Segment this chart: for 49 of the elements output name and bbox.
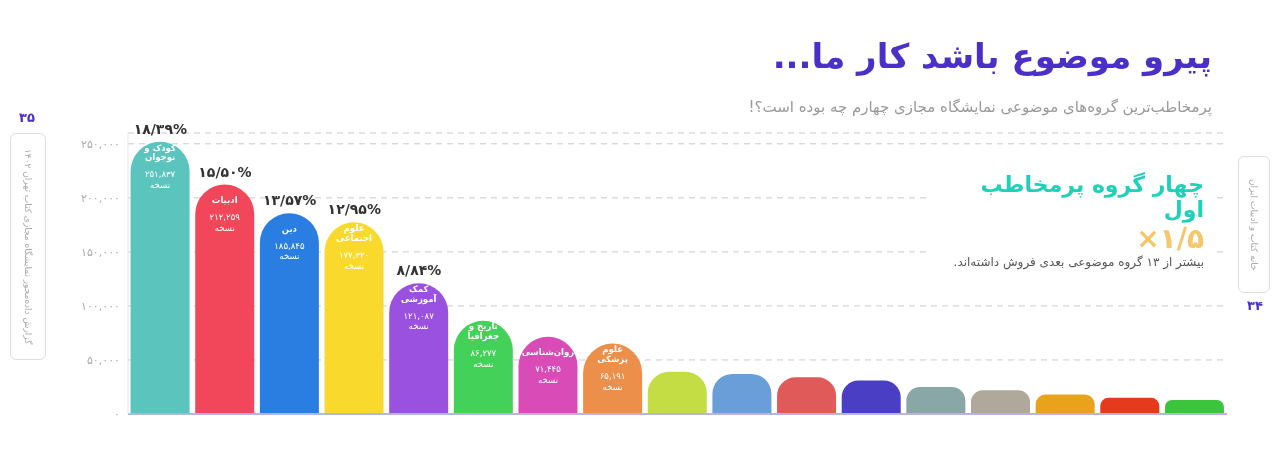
bar [1100, 397, 1160, 414]
bar [453, 320, 513, 414]
data-label: ۶۵,۱۹۱ نسخه [599, 371, 626, 392]
bar [389, 283, 449, 414]
data-label: ۱۸۵,۸۴۵ نسخه [274, 240, 305, 262]
bar [324, 222, 384, 414]
chart-title: پیرو موضوع باشد کار ما... [772, 36, 1212, 76]
bar [777, 377, 837, 414]
bar [971, 390, 1030, 414]
x-tick-label: علوم اجتماعی [336, 223, 373, 243]
annotation: ۱۸/۳۹% [133, 120, 187, 137]
text: خانه کتاب و ادبیات ایران [1249, 178, 1259, 271]
data-label: ۲۵۱,۸۳۷ نسخه [144, 169, 176, 191]
bar [195, 184, 255, 414]
y-tick-label: ۱۰۰,۰۰۰ [81, 299, 120, 313]
annotation: ۱۲/۹۵% [327, 201, 381, 218]
text: ۳۴ [1246, 298, 1264, 313]
text: ۳۵ [18, 110, 36, 125]
annotation: ۱۳/۵۷% [262, 192, 317, 209]
bar [841, 380, 901, 414]
x-tick-label: دین [281, 223, 298, 235]
data-label: ۱۷۷,۳۲۰ نسخه [338, 249, 370, 271]
data-label: ۷۱,۴۴۵ نسخه [535, 364, 562, 386]
x-tick-label: علوم پزشکی [597, 344, 628, 366]
y-tick-label: ۲۵۰,۰۰۰ [81, 137, 120, 151]
annotation: چهار گروه پرمخاطب اول [979, 172, 1204, 222]
y-tick-label: ۱۵۰,۰۰۰ [81, 245, 120, 259]
annotation: بیشتر از ۱۳ گروه موضوعی بعدی فروش داشته‌اند. [952, 255, 1204, 269]
bar [130, 141, 190, 414]
bar [259, 213, 319, 414]
text: گزارش داده‌محور نمایشگاه مجازی کتاب تهران ۱۴۰۲ [23, 148, 33, 345]
data-label: ۱۲۱,۰۸۷ نسخه [403, 310, 435, 332]
data-label: ۸۶,۲۷۷ نسخه [470, 348, 497, 370]
y-tick-label: ۲۰۰,۰۰۰ [81, 191, 120, 205]
bar [1035, 394, 1095, 414]
annotation: ۱/۵× [1135, 222, 1204, 255]
annotation: ۸/۸۴% [396, 262, 442, 279]
annotation: ۱۵/۵۰% [198, 163, 252, 180]
bar [1164, 399, 1224, 414]
y-tick-label: ۵۰,۰۰۰ [86, 353, 120, 367]
x-tick-label: کمک آموزشی [400, 283, 438, 305]
y-tick-label: ۰ [114, 407, 120, 421]
bar [906, 386, 966, 414]
data-label: ۲۱۲,۲۵۹ نسخه [209, 212, 241, 233]
x-tick-label: روان‌شناسی [521, 347, 575, 359]
chart-subtitle: پرمخاطب‌ترین گروه‌های موضوعی نمایشگاه مجازی چهارم چه بوده است؟! [748, 98, 1212, 116]
x-tick-label: تاریخ و جغرافیا [467, 321, 500, 343]
x-tick-label: ادبیات [211, 195, 238, 206]
x-tick-label: کودک و نوجوان [143, 142, 176, 164]
